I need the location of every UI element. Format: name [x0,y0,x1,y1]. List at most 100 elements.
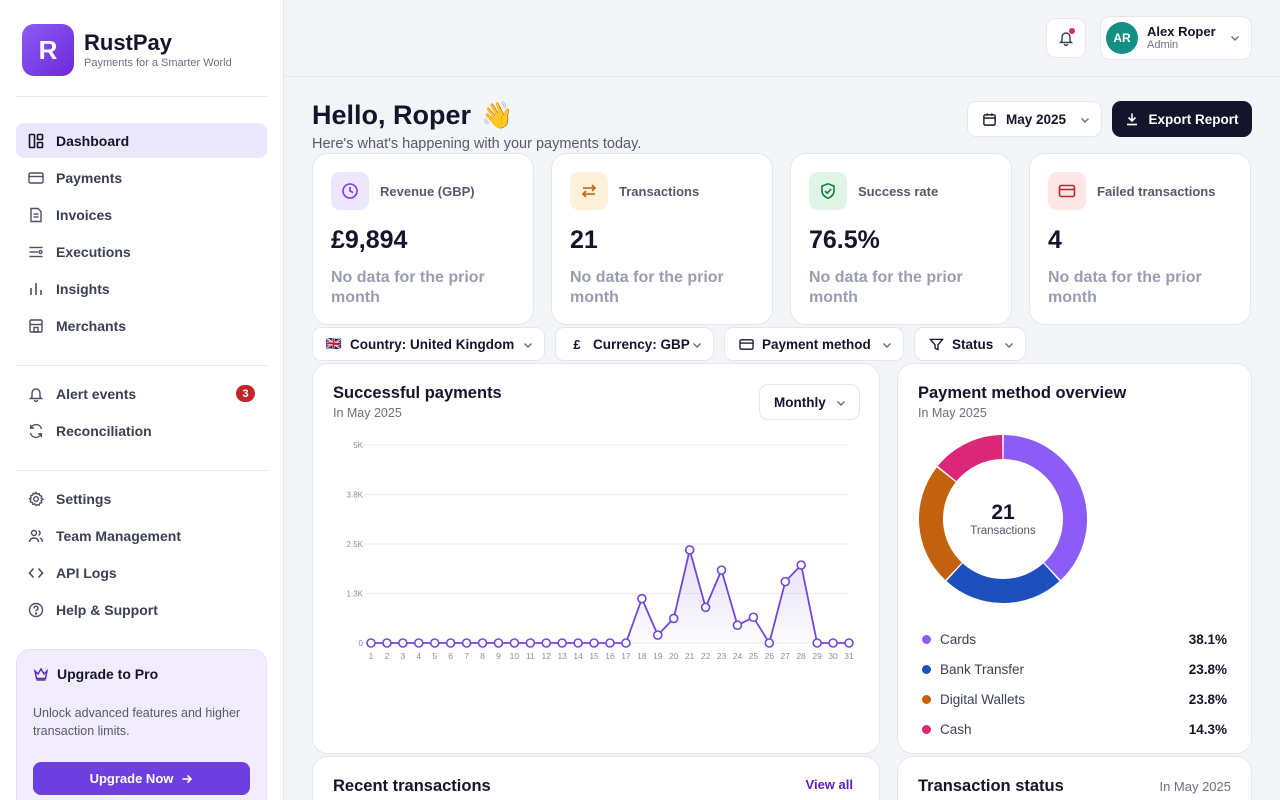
chevron-down-icon [836,400,846,407]
data-point [828,638,838,648]
x-tick-label: 11 [526,651,535,661]
x-tick-label: 8 [480,651,485,661]
data-point [541,638,552,648]
donut-slice [1003,435,1087,581]
bell-icon [28,387,44,402]
kpi-note: No data for the prior month [809,269,963,306]
legend-item: Cash 14.3% [922,714,1227,744]
data-point [780,576,791,587]
upgrade-now-button[interactable]: Upgrade Now [33,762,250,795]
sidebar-item-help-support[interactable]: Help & Support [16,592,267,627]
sidebar-item-payments[interactable]: Payments [16,160,267,195]
payment-method-filter[interactable]: Payment method [724,327,904,361]
x-tick-label: 23 [717,651,727,661]
legend-value: 23.8% [1188,691,1227,707]
sidebar-item-dashboard[interactable]: Dashboard [16,123,267,158]
data-point [398,638,408,648]
kpi-card-transactions: Transactions 21 No data for the prior mo… [551,153,773,325]
code-icon [28,567,44,578]
user-menu[interactable]: AR Alex Roper Admin [1100,16,1252,60]
sidebar-item-label: Team Management [56,527,181,544]
brand-name: RustPay [84,30,173,55]
kpi-value: 21 [570,226,598,254]
x-tick-label: 15 [589,651,599,661]
country-filter[interactable]: 🇬🇧 Country: United Kingdom [312,327,545,361]
legend-swatch [922,634,931,644]
data-point [844,638,854,648]
y-tick-label: 2.5K [347,540,364,549]
executions-icon [29,246,43,257]
x-tick-label: 5 [432,651,437,661]
section-title: Recent transactions [333,777,491,795]
brand-logo: R [22,24,74,76]
data-point [557,638,567,648]
sidebar-item-insights[interactable]: Insights [16,271,267,306]
x-tick-label: 4 [416,651,421,661]
month-picker[interactable]: May 2025 [967,101,1102,137]
notification-dot [1069,28,1075,34]
x-tick-label: 14 [573,651,583,661]
data-point [716,565,727,575]
legend-item: Cards 38.1% [922,624,1227,654]
period-select-label: Monthly [774,394,826,410]
filter-label: Status [952,336,994,352]
notifications-button[interactable] [1046,18,1086,58]
export-report-label: Export Report [1148,111,1239,127]
alerts-nav: Alert events 3 Reconciliation [16,376,267,450]
chart-title: Payment method overview [918,384,1127,402]
x-tick-label: 3 [400,651,405,661]
user-name: Alex Roper [1147,24,1216,39]
section-period: In May 2025 [1159,779,1231,794]
x-tick-label: 21 [685,651,695,661]
sidebar-item-invoices[interactable]: Invoices [16,197,267,232]
filter-label: Currency: GBP [593,336,690,352]
kpi-note: No data for the prior month [570,269,724,306]
kpi-note: No data for the prior month [331,269,485,306]
kpi-icon-badge [1048,172,1086,210]
sidebar-item-label: API Logs [56,564,117,581]
help-icon [28,602,44,617]
x-tick-label: 13 [557,651,567,661]
sidebar-item-reconciliation[interactable]: Reconciliation [16,413,267,448]
credit-card-icon [28,171,44,184]
credit-card-icon [738,337,754,352]
data-point [621,638,631,648]
sidebar-item-settings[interactable]: Settings [16,481,267,516]
page-subtitle: Here's what's happening with your paymen… [312,136,642,152]
kpi-card-success-rate: Success rate 76.5% No data for the prior… [790,153,1012,325]
bar-chart-icon [30,282,42,295]
invoice-icon [30,207,42,222]
sidebar-item-executions[interactable]: Executions [16,234,267,269]
legend-item: Bank Transfer 23.8% [922,654,1227,684]
legend-label: Cards [940,631,977,647]
download-icon [1127,113,1138,126]
sidebar-divider [16,96,267,97]
x-tick-label: 26 [765,651,775,661]
sidebar-item-alert-events[interactable]: Alert events 3 [16,376,267,411]
x-tick-label: 9 [496,651,501,661]
upgrade-card: Upgrade to Pro Unlock advanced features … [16,649,267,800]
chevron-down-icon [1080,117,1090,124]
arrow-right-icon [182,774,193,783]
period-select[interactable]: Monthly [759,384,860,420]
brand[interactable]: R RustPay Payments for a Smarter World [22,24,232,76]
export-report-button[interactable]: Export Report [1112,101,1252,137]
sidebar-item-api-logs[interactable]: API Logs [16,555,267,590]
transaction-status-card: Transaction status In May 2025 [897,756,1252,800]
chart-title: Successful payments [333,384,502,402]
view-all-link[interactable]: View all [805,777,853,792]
data-point [429,638,440,648]
sidebar-item-merchants[interactable]: Merchants [16,308,267,343]
sidebar-divider [16,365,267,366]
x-tick-label: 31 [844,651,854,661]
currency-filter[interactable]: £ Currency: GBP [555,327,714,361]
kpi-label: Failed transactions [1097,184,1216,199]
data-point [637,593,647,604]
waving-hand-icon: 👋 [481,100,514,130]
legend-swatch [922,724,931,734]
sidebar-item-team-management[interactable]: Team Management [16,518,267,553]
status-filter[interactable]: Status [914,327,1026,361]
data-point [732,620,743,630]
kpi-note: No data for the prior month [1048,269,1202,306]
